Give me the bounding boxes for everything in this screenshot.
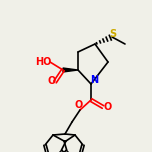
- Text: S: S: [109, 29, 117, 39]
- Text: HO: HO: [35, 57, 51, 67]
- Text: O: O: [104, 102, 112, 112]
- Polygon shape: [63, 68, 78, 72]
- Text: O: O: [48, 76, 56, 86]
- Text: O: O: [75, 100, 83, 110]
- Text: N: N: [90, 75, 98, 85]
